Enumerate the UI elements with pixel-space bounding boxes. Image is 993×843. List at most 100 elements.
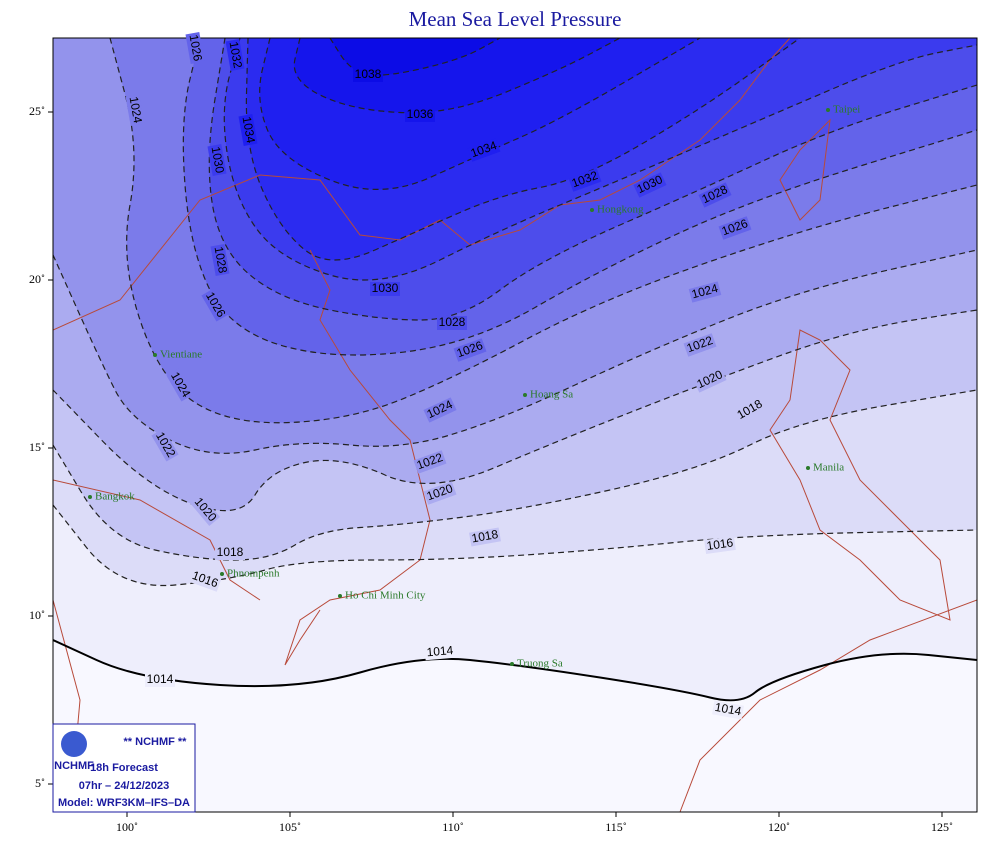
isobar-label-bg	[189, 494, 221, 526]
isobar	[293, 38, 621, 114]
model: Model: WRF3KM–IFS–DA	[58, 797, 190, 809]
logo-text: NCHMF	[54, 760, 94, 772]
isobar-label-bg	[145, 673, 175, 687]
vietnam-coast	[284, 249, 431, 666]
isobar-label: 1014	[426, 643, 454, 659]
place-name: Manila	[813, 462, 844, 474]
isobar-label-bg	[188, 568, 222, 592]
isobar	[182, 38, 977, 356]
isobar	[223, 38, 977, 281]
isobar-label: 1016	[706, 535, 735, 553]
taiwan	[779, 118, 831, 221]
isobar-label: 1026	[187, 33, 205, 62]
isobar-label-bg	[688, 281, 722, 303]
place-name: Ho Chi Minh City	[345, 590, 426, 602]
isobar-label: 1018	[217, 545, 244, 559]
isobar-label-bg	[693, 367, 727, 393]
isobar	[53, 389, 977, 561]
isobar	[259, 38, 701, 191]
isobar-label: 1030	[372, 281, 399, 295]
isobar-label-bg	[733, 396, 767, 424]
isobar-label: 1028	[212, 245, 230, 274]
isobar-label: 1014	[147, 672, 174, 686]
isobar-label: 1034	[240, 115, 258, 144]
place-name: Vientiane	[160, 349, 202, 361]
isobar	[109, 38, 977, 424]
isobar-label-bg	[225, 39, 245, 71]
isobar	[208, 38, 977, 321]
isobar-label-bg	[683, 333, 717, 357]
place-dot	[826, 108, 830, 112]
isobar-label-bg	[405, 108, 435, 122]
isobar-label: 1024	[127, 95, 145, 124]
isobar-label: 1030	[209, 145, 227, 174]
place-name: Phnompenh	[227, 568, 280, 580]
pressure-fills	[53, 38, 977, 701]
isobar-label: 1014	[714, 700, 743, 718]
isobar	[245, 38, 801, 261]
map-title: Mean Sea Level Pressure	[409, 7, 622, 31]
x-tick-label: 120˚	[768, 820, 790, 834]
isobar-label: 1036	[407, 107, 434, 121]
isobar-label: 1032	[227, 40, 245, 69]
y-tick-label: 5˚	[35, 776, 45, 790]
isobar-label-bg	[215, 546, 245, 560]
isobar-label-bg	[437, 316, 467, 330]
isobar-label-bg	[238, 114, 258, 146]
isobar-label-bg	[424, 643, 456, 661]
place-dot	[590, 208, 594, 212]
place-dot	[220, 572, 224, 576]
isobar-label-bg	[125, 94, 145, 126]
isobar-label-bg	[151, 428, 179, 462]
y-tick-label: 20˚	[29, 272, 45, 286]
isobar-label-bg	[704, 535, 736, 555]
isobar-label-bg	[467, 138, 501, 162]
isobar-label-bg	[423, 397, 457, 423]
isobar-label-bg	[185, 32, 205, 64]
x-tick-label: 100˚	[116, 820, 138, 834]
place-name: Truong Sa	[517, 658, 563, 670]
isobar-label-bg	[698, 182, 732, 208]
isobar-label-bg	[207, 144, 227, 176]
place-dot	[523, 393, 527, 397]
isobar-label-bg	[413, 450, 447, 474]
isobar-label-bg	[718, 216, 752, 240]
place-dot	[88, 495, 92, 499]
isobar-label: 1038	[355, 67, 382, 81]
logo	[61, 731, 87, 757]
isobar	[53, 309, 977, 512]
isobar-label-bg	[633, 172, 667, 198]
forecast: 18h Forecast	[90, 762, 158, 774]
isobar-label-bg	[453, 338, 487, 362]
info-box: NCHMF ** NCHMF ** 18h Forecast 07hr – 24…	[52, 723, 196, 813]
borneo-coast	[679, 599, 977, 812]
y-tick-label: 15˚	[29, 440, 45, 454]
isobar-label-bg	[210, 244, 230, 276]
isobar-label: 1018	[470, 527, 499, 545]
pressure-band	[330, 38, 500, 76]
isobar-label-bg	[166, 368, 194, 402]
isobar-label-bg	[568, 168, 602, 192]
isobar-label-bg	[469, 527, 501, 547]
place-name: Hongkong	[597, 204, 644, 216]
place-dot	[338, 594, 342, 598]
isobar-label: 1028	[439, 315, 466, 329]
isobar-label-bg	[370, 282, 400, 296]
isobar-label-bg	[423, 481, 457, 505]
place-name: Hoang Sa	[530, 389, 573, 401]
gulf-coast	[53, 479, 261, 601]
x-tick-label: 125˚	[931, 820, 953, 834]
isobar-label-bg	[353, 68, 383, 82]
philippines	[769, 329, 951, 621]
x-tick-label: 110˚	[442, 820, 464, 834]
x-tick-label: 105˚	[279, 820, 301, 834]
place-dot	[153, 353, 157, 357]
isobar-label-bg	[201, 288, 229, 322]
forecast-time: 07hr – 24/12/2023	[79, 780, 170, 792]
isobar-label: 1024	[690, 281, 720, 302]
y-tick-label: 25˚	[29, 104, 45, 118]
place-name: Bangkok	[95, 491, 135, 503]
x-tick-label: 115˚	[605, 820, 627, 834]
